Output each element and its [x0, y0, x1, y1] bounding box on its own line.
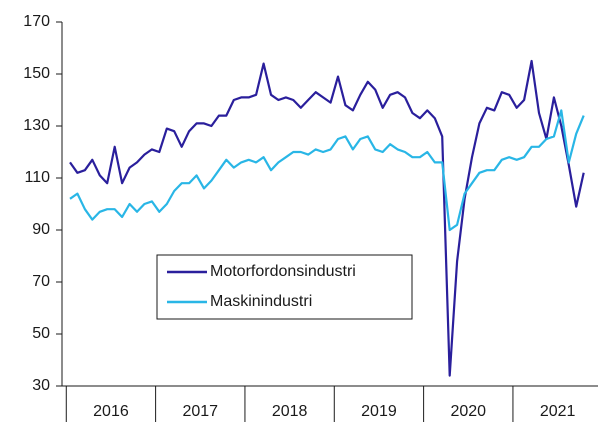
series-line	[69, 59, 585, 377]
series-line	[69, 109, 585, 232]
legend: Motorfordonsindustri Maskinindustri	[156, 254, 413, 320]
x-tick-label: 2019	[361, 403, 397, 420]
y-tick-label: 110	[24, 169, 50, 186]
x-tick-label: 2018	[272, 403, 308, 420]
x-tick-label: 2017	[182, 403, 218, 420]
y-tick-label: 70	[32, 273, 50, 290]
y-tick-label: 130	[23, 117, 50, 134]
y-tick-label: 170	[23, 13, 50, 30]
legend-box	[156, 254, 413, 320]
y-tick-label: 90	[32, 221, 50, 238]
legend-label: Maskinindustri	[210, 293, 312, 310]
x-tick-label: 2020	[450, 403, 486, 420]
y-tick-label: 30	[32, 377, 50, 394]
y-tick-label: 150	[23, 65, 50, 82]
y-tick-label: 50	[32, 325, 50, 342]
legend-label: Motorfordonsindustri	[210, 263, 356, 280]
x-tick-label: 2016	[93, 403, 129, 420]
x-tick-label: 2021	[540, 403, 576, 420]
